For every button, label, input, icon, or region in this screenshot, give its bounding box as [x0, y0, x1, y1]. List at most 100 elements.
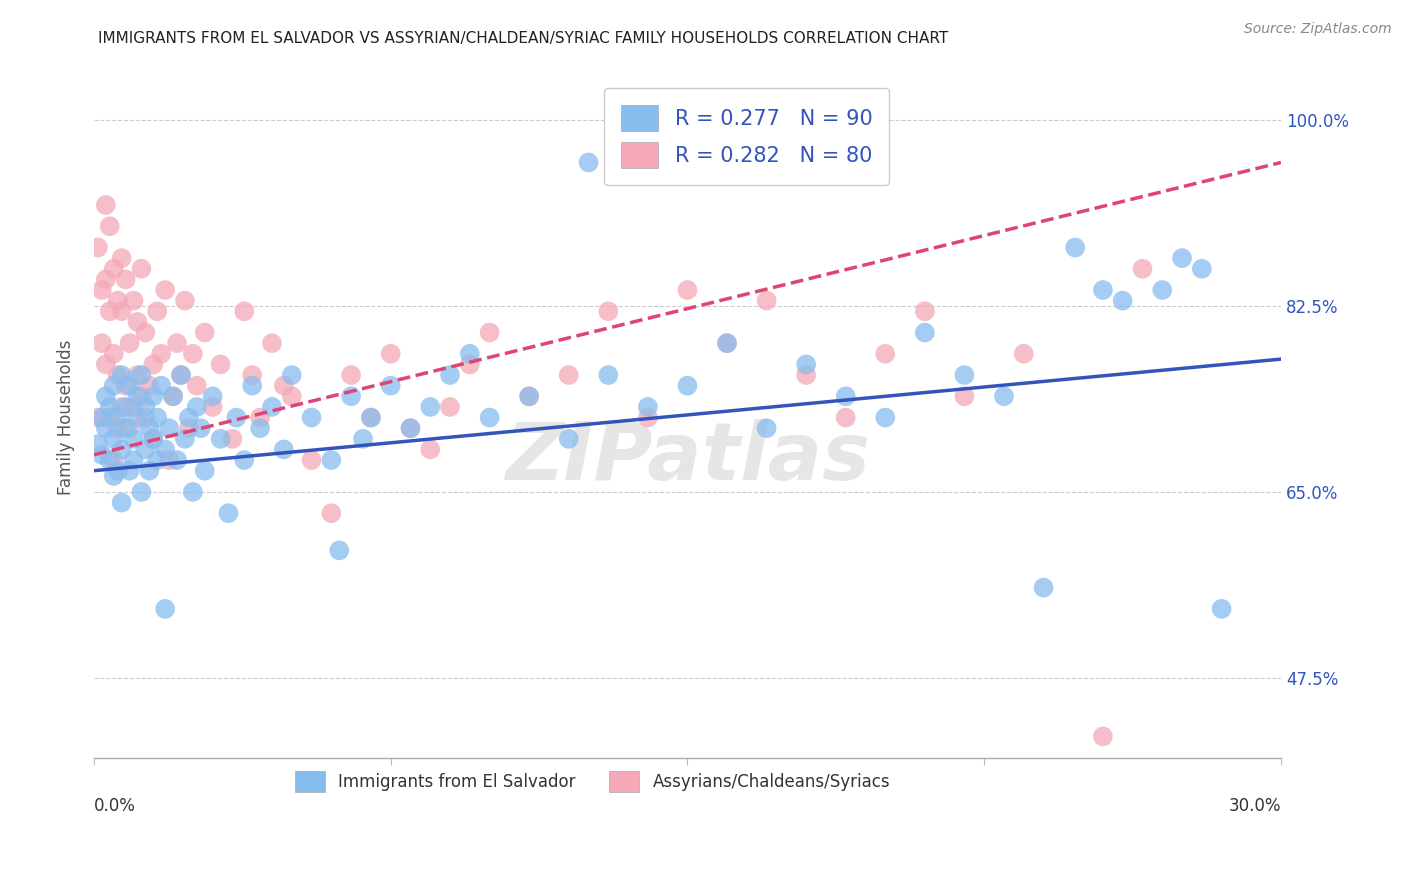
- Point: [131, 389, 153, 403]
- Point: [122, 453, 145, 467]
- Point: [558, 432, 581, 446]
- Point: [118, 336, 141, 351]
- Text: IMMIGRANTS FROM EL SALVADOR VS ASSYRIAN/CHALDEAN/SYRIAC FAMILY HOUSEHOLDS CORREL: IMMIGRANTS FROM EL SALVADOR VS ASSYRIAN/…: [98, 31, 949, 46]
- Point: [131, 368, 153, 382]
- Point: [98, 304, 121, 318]
- Point: [794, 358, 817, 372]
- Point: [94, 358, 117, 372]
- Point: [217, 506, 239, 520]
- Point: [146, 453, 169, 467]
- Point: [111, 442, 134, 457]
- Point: [209, 432, 232, 446]
- Point: [249, 410, 271, 425]
- Point: [716, 336, 738, 351]
- Point: [87, 410, 110, 425]
- Point: [637, 410, 659, 425]
- Point: [558, 368, 581, 382]
- Point: [157, 421, 180, 435]
- Point: [1211, 602, 1233, 616]
- Point: [127, 410, 149, 425]
- Point: [98, 453, 121, 467]
- Point: [399, 421, 422, 435]
- Point: [209, 358, 232, 372]
- Legend: Immigrants from El Salvador, Assyrians/Chaldeans/Syriacs: Immigrants from El Salvador, Assyrians/C…: [287, 763, 898, 800]
- Point: [419, 442, 441, 457]
- Point: [439, 400, 461, 414]
- Point: [249, 421, 271, 435]
- Point: [142, 389, 165, 403]
- Point: [1152, 283, 1174, 297]
- Point: [107, 421, 129, 435]
- Point: [98, 219, 121, 234]
- Point: [637, 400, 659, 414]
- Point: [993, 389, 1015, 403]
- Point: [360, 410, 382, 425]
- Point: [233, 304, 256, 318]
- Point: [170, 368, 193, 382]
- Point: [98, 410, 121, 425]
- Point: [240, 368, 263, 382]
- Point: [439, 368, 461, 382]
- Point: [134, 410, 156, 425]
- Point: [107, 410, 129, 425]
- Point: [676, 378, 699, 392]
- Point: [458, 347, 481, 361]
- Point: [162, 389, 184, 403]
- Point: [875, 347, 897, 361]
- Point: [174, 432, 197, 446]
- Point: [328, 543, 350, 558]
- Point: [201, 389, 224, 403]
- Point: [114, 400, 136, 414]
- Point: [352, 432, 374, 446]
- Point: [914, 304, 936, 318]
- Point: [127, 368, 149, 382]
- Point: [111, 400, 134, 414]
- Point: [153, 283, 176, 297]
- Point: [194, 326, 217, 340]
- Point: [111, 304, 134, 318]
- Point: [153, 602, 176, 616]
- Point: [122, 432, 145, 446]
- Point: [114, 421, 136, 435]
- Point: [478, 326, 501, 340]
- Point: [360, 410, 382, 425]
- Point: [177, 410, 200, 425]
- Point: [107, 464, 129, 478]
- Point: [103, 347, 125, 361]
- Point: [419, 400, 441, 414]
- Point: [138, 421, 160, 435]
- Point: [875, 410, 897, 425]
- Point: [118, 421, 141, 435]
- Point: [150, 347, 173, 361]
- Point: [111, 251, 134, 265]
- Point: [166, 453, 188, 467]
- Point: [578, 155, 600, 169]
- Point: [103, 432, 125, 446]
- Text: Source: ZipAtlas.com: Source: ZipAtlas.com: [1244, 22, 1392, 37]
- Point: [914, 326, 936, 340]
- Point: [260, 336, 283, 351]
- Text: ZIPatlas: ZIPatlas: [505, 419, 870, 498]
- Point: [118, 464, 141, 478]
- Point: [190, 421, 212, 435]
- Point: [181, 485, 204, 500]
- Point: [301, 453, 323, 467]
- Point: [201, 400, 224, 414]
- Point: [1012, 347, 1035, 361]
- Point: [181, 347, 204, 361]
- Point: [87, 240, 110, 254]
- Point: [142, 432, 165, 446]
- Point: [122, 293, 145, 308]
- Point: [131, 261, 153, 276]
- Point: [598, 304, 620, 318]
- Point: [458, 358, 481, 372]
- Point: [321, 506, 343, 520]
- Point: [90, 448, 112, 462]
- Y-axis label: Family Households: Family Households: [58, 340, 75, 495]
- Point: [122, 400, 145, 414]
- Point: [233, 453, 256, 467]
- Point: [676, 283, 699, 297]
- Point: [1091, 730, 1114, 744]
- Point: [1111, 293, 1133, 308]
- Point: [225, 410, 247, 425]
